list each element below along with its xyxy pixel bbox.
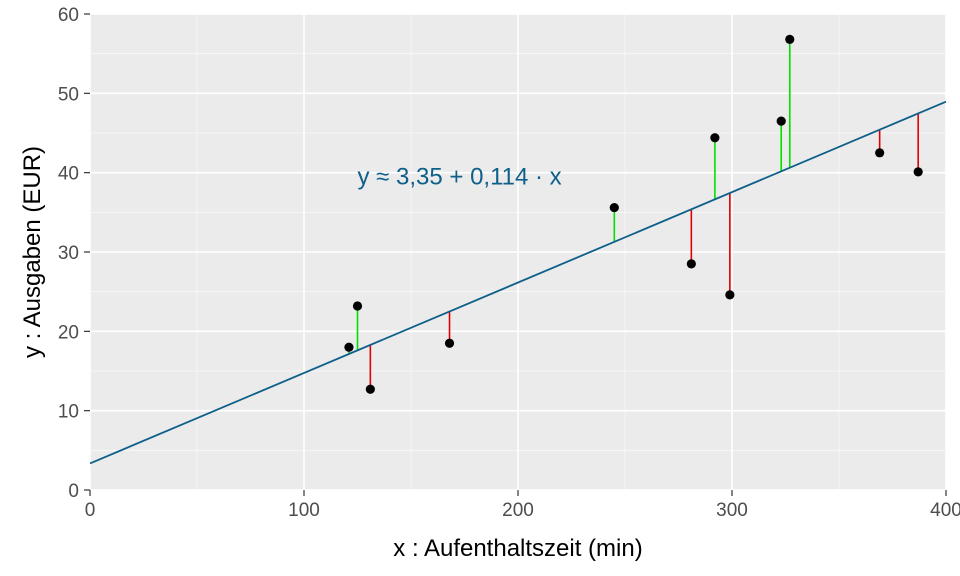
data-point	[913, 167, 923, 177]
y-tick-label: 50	[58, 84, 79, 105]
data-point	[785, 34, 795, 44]
x-tick-label: 100	[288, 500, 320, 521]
y-tick-label: 0	[68, 481, 79, 502]
data-points	[344, 34, 923, 394]
data-point	[686, 259, 696, 269]
x-tick-label: 300	[716, 500, 748, 521]
data-point	[875, 148, 885, 158]
y-tick-label: 60	[58, 5, 79, 26]
x-axis-title: x : Aufenthaltszeit (min)	[393, 535, 642, 562]
x-tick-label: 400	[930, 500, 960, 521]
data-point	[776, 116, 786, 126]
regression-equation: y ≈ 3,35 + 0,114 · x	[358, 164, 562, 191]
y-tick-label: 40	[58, 164, 79, 185]
x-tick-label: 0	[85, 500, 96, 521]
data-point	[365, 384, 375, 394]
axis-ticks	[84, 13, 947, 496]
data-point	[444, 338, 455, 348]
data-point	[609, 202, 619, 213]
data-point	[344, 342, 354, 352]
data-point	[710, 133, 720, 143]
residual-lines	[348, 39, 919, 390]
x-tick-labels: 0 100 200 300 400	[85, 500, 960, 521]
y-tick-label: 30	[58, 243, 79, 264]
data-point	[725, 290, 735, 300]
y-tick-labels: 0 10 20 30 40 50 60	[58, 5, 79, 502]
y-tick-label: 10	[58, 402, 79, 423]
y-axis-title: y : Ausgaben (EUR)	[19, 146, 46, 358]
x-tick-label: 200	[502, 500, 534, 521]
y-tick-label: 20	[58, 322, 79, 343]
data-point	[352, 301, 363, 311]
regression-line	[89, 100, 947, 465]
